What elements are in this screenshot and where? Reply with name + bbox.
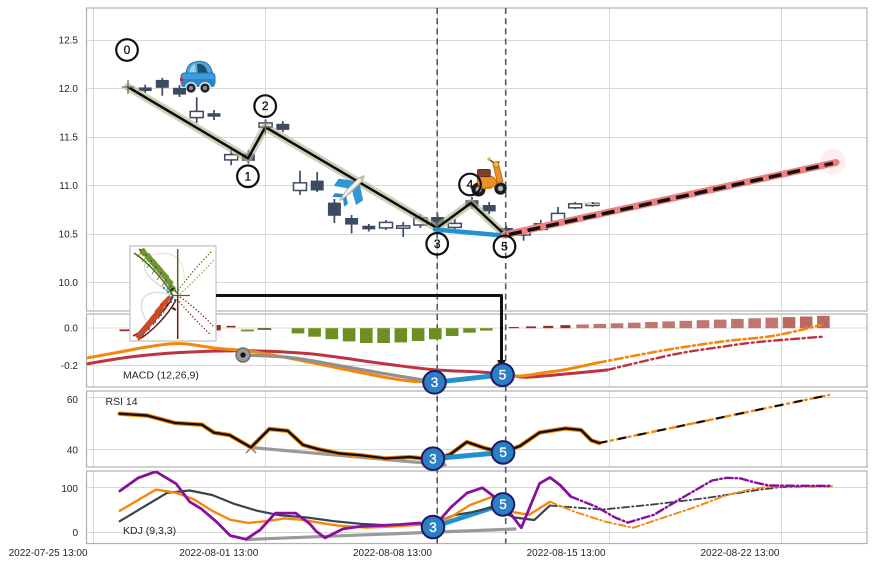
svg-text:3: 3 (434, 237, 441, 251)
svg-text:1: 1 (245, 169, 252, 183)
svg-text:11.5: 11.5 (59, 133, 78, 144)
svg-text:40: 40 (67, 445, 79, 456)
svg-text:KDJ (9,3,3): KDJ (9,3,3) (123, 525, 176, 537)
svg-text:100: 100 (61, 484, 78, 495)
svg-text:4: 4 (467, 178, 474, 192)
svg-text:2022-08-15 13:00: 2022-08-15 13:00 (527, 548, 606, 559)
svg-text:3: 3 (429, 452, 437, 467)
svg-text:2022-08-22 13:00: 2022-08-22 13:00 (701, 548, 780, 559)
svg-text:0.0: 0.0 (64, 324, 78, 335)
svg-text:0: 0 (72, 528, 78, 539)
svg-text:10.5: 10.5 (59, 230, 79, 241)
svg-text:5: 5 (499, 497, 507, 512)
svg-text:11.0: 11.0 (59, 181, 78, 192)
svg-text:60: 60 (67, 395, 79, 406)
svg-text:5: 5 (499, 368, 507, 383)
svg-text:2022-07-25 13:00: 2022-07-25 13:00 (9, 548, 88, 559)
svg-text:5: 5 (499, 445, 507, 460)
svg-text:3: 3 (429, 520, 437, 535)
svg-text:2022-08-08 13:00: 2022-08-08 13:00 (353, 548, 432, 559)
svg-text:-0.2: -0.2 (61, 361, 79, 372)
svg-text:12.0: 12.0 (59, 84, 79, 95)
svg-text:3: 3 (431, 375, 439, 390)
svg-text:2: 2 (262, 99, 269, 113)
svg-text:2022-08-01 13:00: 2022-08-01 13:00 (179, 548, 258, 559)
svg-text:10.0: 10.0 (59, 278, 79, 289)
svg-text:RSI 14: RSI 14 (106, 396, 138, 408)
svg-text:12.5: 12.5 (59, 36, 79, 47)
svg-text:0: 0 (124, 43, 131, 57)
svg-text:5: 5 (501, 239, 508, 253)
svg-text:MACD (12,26,9): MACD (12,26,9) (123, 370, 199, 382)
